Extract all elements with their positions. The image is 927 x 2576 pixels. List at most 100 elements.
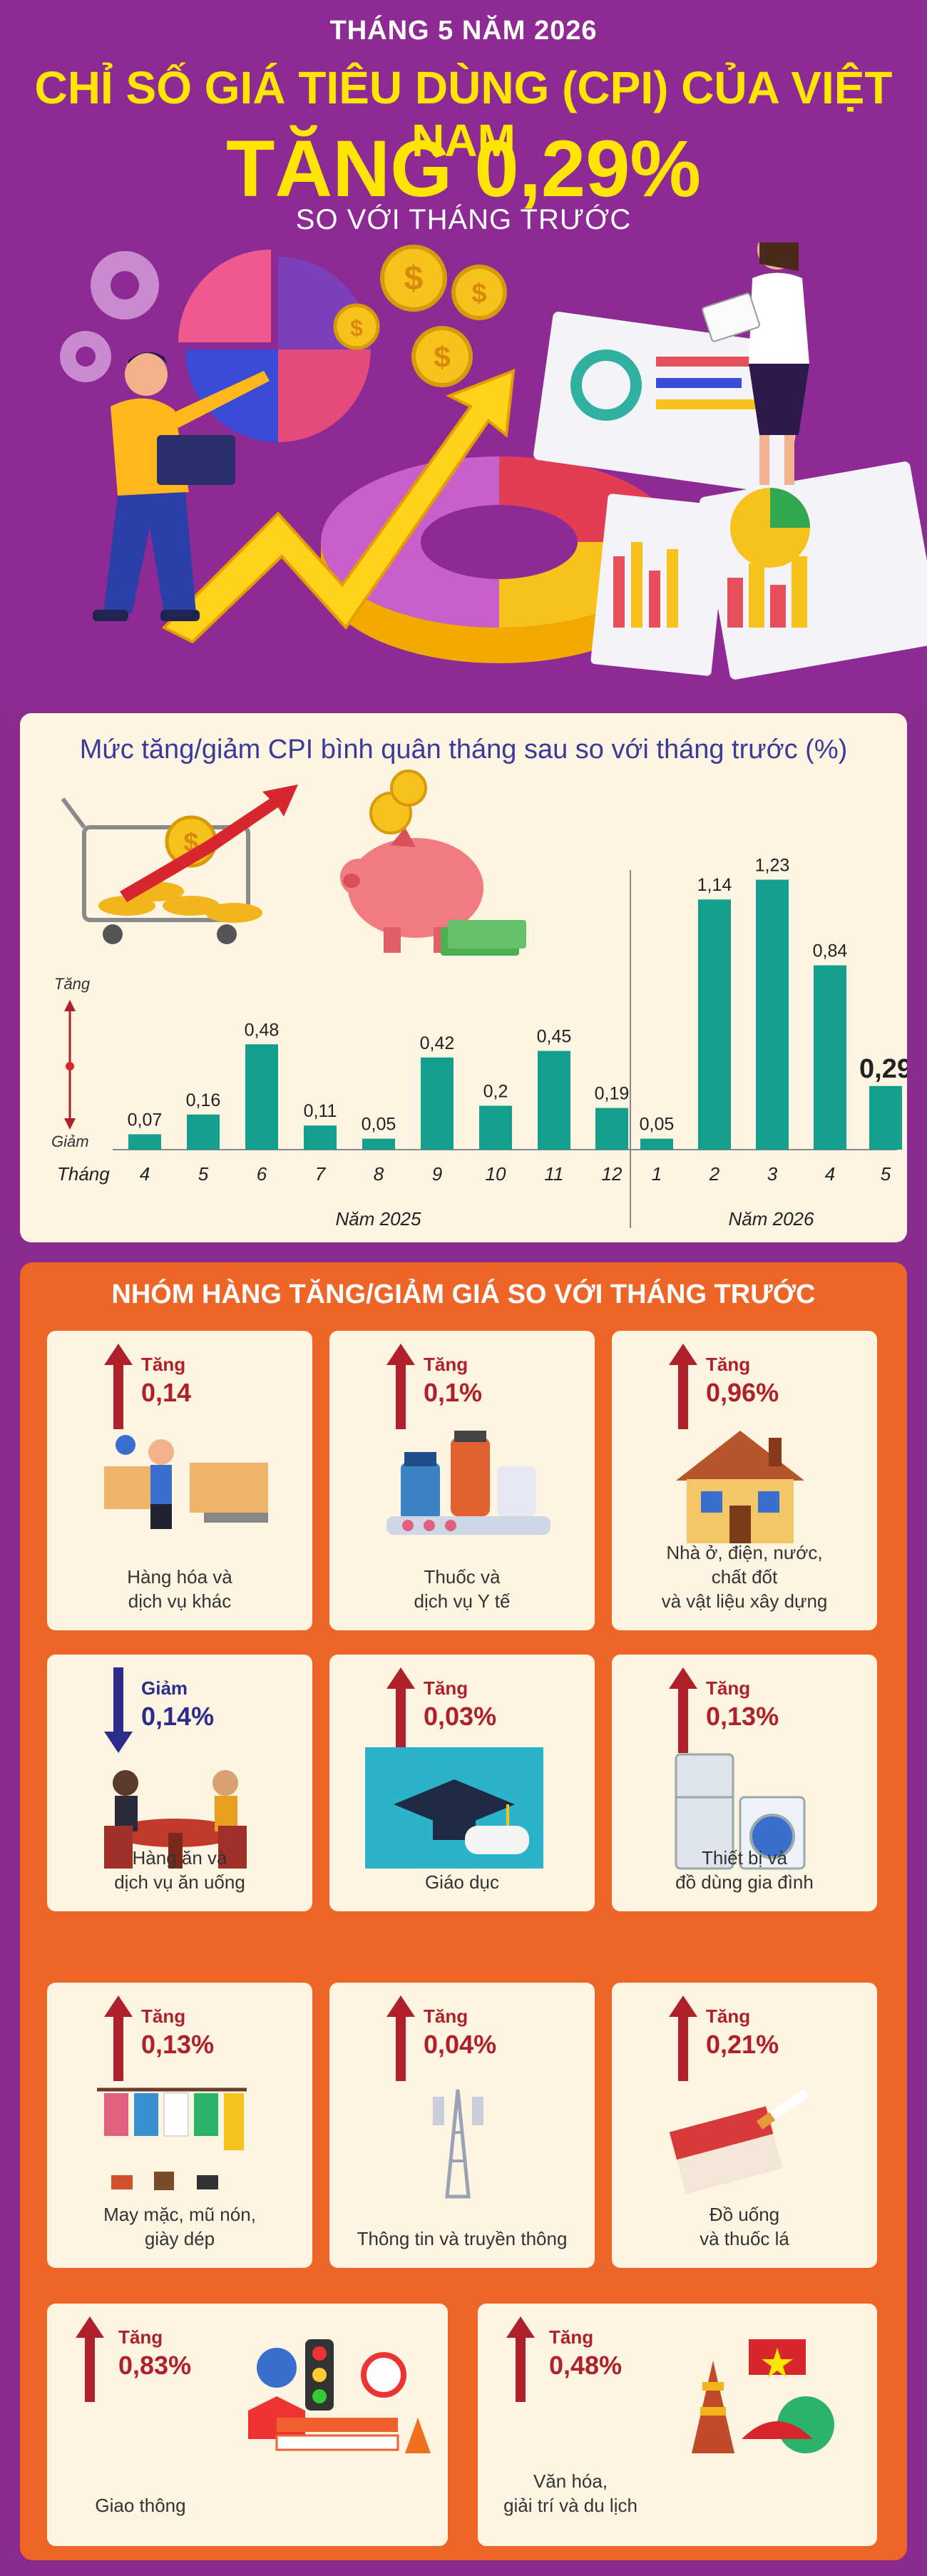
bar-value-label: 0,16: [186, 1090, 221, 1110]
group-label-line: và vật liệu xây dựng: [661, 1590, 828, 1612]
group-label-line: Đồ uống: [709, 2204, 780, 2225]
group-card: Tăng 0,96% Nhà ở, điện, nước, chất đốt và vậ…: [612, 1331, 877, 1630]
group-percent: 0,03%: [424, 1702, 497, 1731]
group-label-line: May mặc, mũ nón,: [103, 2204, 256, 2225]
header-title: CHỈ SỐ GIÁ TIÊU DÙNG (CPI) CỦA VIỆT NAM: [34, 62, 893, 166]
group-state: Tăng: [424, 1677, 468, 1699]
group-label-line: Thông tin và truyền thông: [357, 2228, 568, 2249]
group-percent: 0,96%: [706, 1378, 779, 1407]
group-label-line: dịch vụ Y tế: [414, 1590, 511, 1612]
group-card: Tăng 0,83% Giao thông: [47, 2304, 448, 2546]
year-labels: Năm 2025 Năm 2026: [336, 1208, 814, 1230]
group-label: Thông tin và truyền thông: [329, 2227, 595, 2251]
group-percent: 0,13%: [141, 2030, 215, 2059]
delivery-icon: [104, 1435, 268, 1529]
header-headline: TĂNG 0,29%: [226, 124, 701, 213]
group-card: Tăng 0,1% Thuốc và dịch vụ Y tế: [329, 1331, 595, 1630]
arrow-up-icon: [76, 2316, 104, 2402]
appliance-icon: [675, 1753, 806, 1870]
group-label-line: Thuốc và: [424, 1566, 501, 1588]
bar: [814, 965, 846, 1150]
cigarette-icon: [669, 2088, 809, 2194]
group-label-line: Thiết bị và: [702, 1847, 787, 1869]
header-subtitle: SO VỚI THÁNG TRƯỚC: [295, 204, 632, 235]
group-state: Tăng: [118, 2326, 163, 2348]
arrow-up-icon: [386, 1667, 415, 1753]
arrow-up-icon: [506, 2316, 535, 2402]
group-label: Hàng hóa và dịch vụ khác: [47, 1565, 312, 1613]
group-label-line: giày dép: [144, 2228, 215, 2249]
bar: [362, 1138, 395, 1150]
group-state: Tăng: [706, 1354, 751, 1375]
bar: [595, 1108, 628, 1150]
svg-text:Tăng: Tăng: [54, 975, 91, 993]
group-state: Tăng: [141, 1354, 186, 1375]
cpi-bar-chart: $ Tăng Giảm 0,070,160,480,110: [51, 770, 907, 1230]
x-tick-label: 5: [198, 1163, 209, 1185]
group-percent: 0,14%: [141, 1702, 215, 1731]
bar-value-label: 1,23: [755, 856, 790, 876]
woman-with-document-icon: [702, 242, 809, 485]
x-tick-label: 2: [709, 1163, 720, 1185]
bar-value-label: 0,48: [245, 1020, 280, 1040]
group-label-line: giải trí và du lịch: [503, 2495, 637, 2516]
group-label: Giao thông: [47, 2493, 234, 2518]
group-label: Thiết bị và đồ dùng gia đình: [612, 1846, 877, 1894]
bar-value-label: 0,2: [483, 1081, 508, 1101]
house-icon: [676, 1431, 804, 1543]
business-analytics-illustration: $ $ $ $: [60, 242, 927, 680]
group-percent: 0,04%: [424, 2030, 497, 2059]
group-label-line: Giao thông: [95, 2495, 186, 2516]
group-card: Tăng 0,21% Đồ uống và thuốc lá: [612, 1983, 877, 2268]
chart-title: Mức tăng/giảm CPI bình quân tháng sau so…: [79, 735, 848, 765]
group-percent: 0,48%: [549, 2351, 623, 2380]
x-tick-label: 4: [140, 1163, 150, 1185]
up-down-indicator-icon: Tăng Giảm: [51, 975, 91, 1150]
arrow-down-icon: [104, 1667, 133, 1753]
group-percent: 0,13%: [706, 1702, 779, 1731]
arrow-up-icon: [669, 1344, 697, 1429]
bar-value-label: 0,05: [640, 1115, 675, 1135]
header: THÁNG 5 NĂM 2026 CHỈ SỐ GIÁ TIÊU DÙNG (C…: [0, 0, 927, 706]
bar: [128, 1134, 161, 1150]
growth-arrow-icon: [161, 368, 516, 644]
bar-value-label: 0,05: [362, 1115, 396, 1135]
man-with-laptop-icon: [93, 352, 270, 621]
bar: [304, 1125, 337, 1150]
bar: [640, 1138, 673, 1150]
bar-value-labels: 0,07 0,16 0,48 0,11 0,05 0,42 0,2 0,45 0,19 0,05 1…: [128, 856, 907, 1135]
culture-icon: [692, 2339, 834, 2453]
year-label: Năm 2026: [729, 1208, 814, 1230]
dollar-coin-icon: $ $ $ $: [333, 245, 507, 387]
bar: [869, 1085, 902, 1150]
x-tick-label: 5: [881, 1163, 891, 1185]
x-tick-label: 6: [257, 1163, 267, 1185]
group-label-line: và thuốc lá: [700, 2228, 789, 2249]
cpi-chart-panel: Mức tăng/giảm CPI bình quân tháng sau so…: [20, 713, 907, 1242]
group-state: Tăng: [706, 1677, 751, 1699]
report-paper-icon: [533, 312, 927, 680]
arrow-up-icon: [386, 1344, 415, 1429]
arrow-up-icon: [386, 1995, 415, 2081]
header-kicker: THÁNG 5 NĂM 2026: [329, 16, 598, 46]
svg-text:Giảm: Giảm: [51, 1133, 89, 1150]
group-label-line: dịch vụ khác: [128, 1590, 232, 1612]
x-tick-label: 12: [602, 1163, 623, 1185]
groups-title: NHÓM HÀNG TĂNG/GIẢM GIÁ SO VỚI THÁNG TRƯ…: [111, 1279, 816, 1309]
bar: [187, 1114, 220, 1150]
bar: [245, 1044, 278, 1150]
svg-text:$: $: [350, 315, 363, 341]
bar-value-label: 1,14: [697, 875, 732, 895]
bar: [756, 879, 789, 1150]
svg-text:$: $: [471, 279, 486, 309]
clothing-icon: [97, 2087, 247, 2190]
pie-chart-icon: [178, 250, 371, 442]
shopping-cart-coins-icon: $: [61, 784, 298, 944]
graduation-icon: [365, 1747, 543, 1869]
group-card: Tăng 0,13% May mặc, mũ nón, giày dép: [47, 1983, 312, 2268]
group-card: Tăng 0,48% Văn hóa, giải trí và du lịch: [478, 2304, 877, 2546]
x-tick-label: 4: [825, 1163, 835, 1185]
group-label: Thuốc và dịch vụ Y tế: [329, 1565, 595, 1613]
bar-value-label: 0,84: [813, 941, 848, 961]
